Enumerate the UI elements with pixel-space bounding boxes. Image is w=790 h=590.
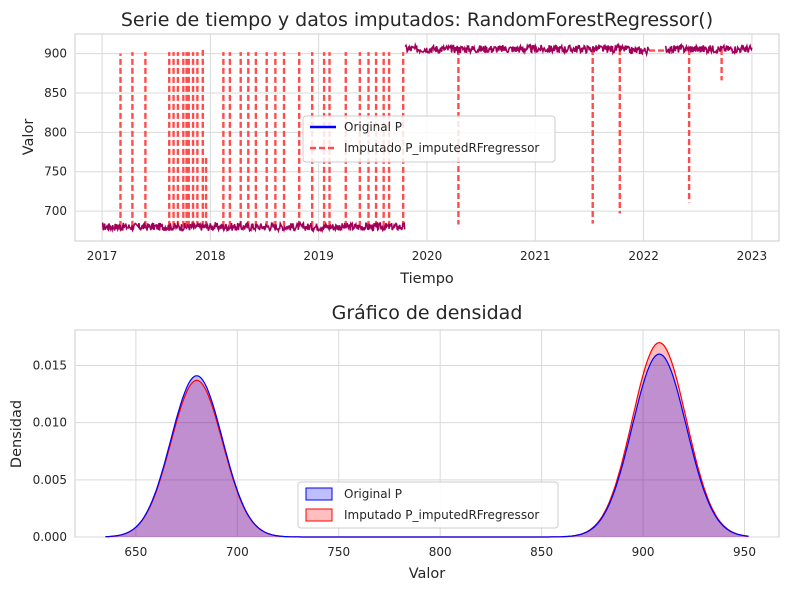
timeseries-y-tick-label: 800 [44, 125, 67, 139]
timeseries-x-label: Tiempo [399, 271, 454, 287]
density-legend: Original P Imputado P_imputedRFregressor [297, 481, 559, 529]
timeseries-y-ticks: 700 750 800 850 900 [44, 47, 67, 218]
legend-imputed-label: Imputado P_imputedRFregressor [344, 141, 539, 155]
density-y-tick-label: 0.015 [33, 358, 67, 372]
density-y-tick-label: 0.010 [33, 416, 67, 430]
timeseries-x-tick-label: 2017 [87, 249, 118, 263]
timeseries-x-tick-label: 2019 [303, 249, 334, 263]
original-series-line [404, 41, 629, 56]
timeseries-x-tick-label: 2022 [628, 249, 659, 263]
legend-density-original-label: Original P [344, 487, 402, 501]
density-y-tick-label: 0.005 [33, 473, 67, 487]
timeseries-x-tick-label: 2020 [412, 249, 443, 263]
density-y-ticks: 0.000 0.005 0.010 0.015 [33, 358, 67, 544]
timeseries-x-tick-label: 2023 [737, 249, 768, 263]
timeseries-y-tick-label: 900 [44, 47, 67, 61]
density-title: Gráfico de densidad [332, 302, 523, 324]
density-chart: Gráfico de densidad 650 700 750 800 850 900 95… [9, 302, 780, 582]
density-original-area-outline [105, 353, 749, 538]
original-series-line [664, 42, 753, 56]
density-x-tick-label: 800 [429, 545, 452, 559]
original-series-line [101, 220, 406, 234]
density-y-label: Densidad [9, 400, 25, 468]
timeseries-data [101, 41, 753, 234]
density-x-tick-label: 950 [733, 545, 756, 559]
density-x-tick-label: 650 [124, 545, 147, 559]
timeseries-x-tick-label: 2018 [195, 249, 226, 263]
density-x-tick-label: 900 [632, 545, 655, 559]
timeseries-y-tick-label: 750 [44, 165, 67, 179]
density-original-area [105, 354, 749, 537]
legend-original-label: Original P [344, 120, 402, 134]
density-x-tick-label: 750 [327, 545, 350, 559]
density-x-tick-label: 850 [530, 545, 553, 559]
timeseries-chart: Serie de tiempo y datos imputados: Rando… [21, 9, 780, 287]
density-legend-box [297, 481, 559, 529]
density-x-tick-label: 700 [226, 545, 249, 559]
timeseries-legend-box [302, 115, 556, 163]
timeseries-y-tick-label: 700 [44, 204, 67, 218]
density-x-label: Valor [409, 566, 446, 582]
timeseries-y-tick-label: 850 [44, 86, 67, 100]
timeseries-y-label: Valor [21, 119, 37, 156]
timeseries-x-tick-label: 2021 [520, 249, 551, 263]
density-imputed-area [105, 342, 749, 537]
legend-density-imputed-swatch [305, 508, 333, 522]
legend-density-original-swatch [305, 487, 333, 501]
density-y-tick-label: 0.000 [33, 530, 67, 544]
legend-density-imputed-label: Imputado P_imputedRFregressor [344, 508, 539, 522]
timeseries-legend: Original P Imputado P_imputedRFregressor [302, 115, 556, 163]
density-data [105, 341, 749, 538]
timeseries-title: Serie de tiempo y datos imputados: Rando… [121, 9, 713, 31]
timeseries-x-ticks: 2017 2018 2019 2020 2021 2022 2023 [87, 249, 767, 263]
original-series-line [626, 45, 650, 58]
density-x-ticks: 650 700 750 800 850 900 950 [124, 545, 756, 559]
